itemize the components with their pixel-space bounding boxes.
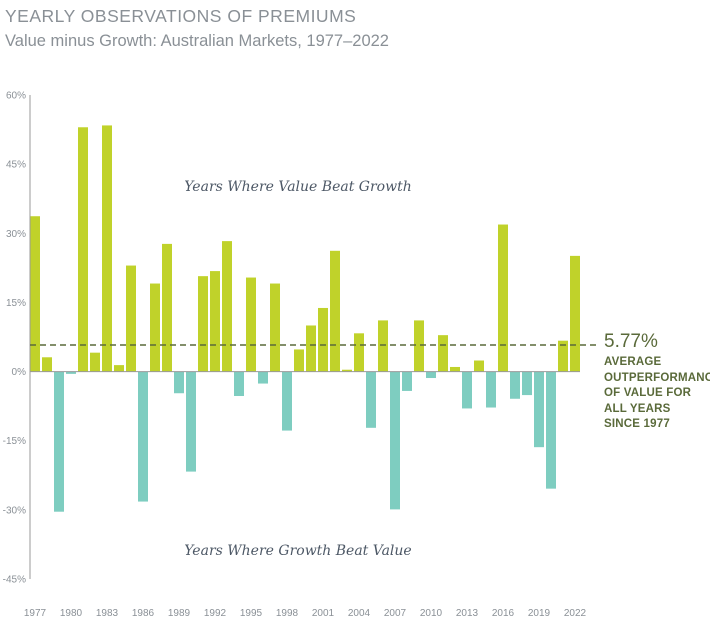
y-tick-label: 0% bbox=[12, 367, 27, 378]
x-tick-label: 2019 bbox=[528, 608, 551, 619]
bar-2017 bbox=[510, 371, 520, 399]
bar-1989 bbox=[174, 371, 184, 394]
x-tick-label: 1992 bbox=[204, 608, 227, 619]
x-tick-label: 2007 bbox=[384, 608, 407, 619]
x-tick-label: 2022 bbox=[564, 608, 587, 619]
y-tick-label: -30% bbox=[3, 505, 26, 516]
bar-1998 bbox=[282, 371, 292, 431]
bar-2020 bbox=[546, 371, 556, 489]
y-tick-label: -15% bbox=[3, 436, 26, 447]
y-tick-label: 45% bbox=[6, 160, 26, 171]
bar-2010 bbox=[426, 371, 436, 379]
positive-region-label: Years Where Value Beat Growth bbox=[184, 179, 411, 195]
y-tick-label: 15% bbox=[6, 298, 26, 309]
bar-1981 bbox=[78, 127, 88, 372]
x-tick-label: 2001 bbox=[312, 608, 335, 619]
bar-2013 bbox=[462, 371, 472, 409]
bar-1984 bbox=[114, 365, 124, 372]
bar-2022 bbox=[570, 255, 580, 372]
bar-1991 bbox=[198, 276, 208, 372]
bar-2016 bbox=[498, 224, 508, 372]
x-tick-label: 1995 bbox=[240, 608, 263, 619]
bar-2009 bbox=[414, 320, 424, 372]
x-tick-label: 1983 bbox=[96, 608, 119, 619]
x-tick-label: 1986 bbox=[132, 608, 155, 619]
bar-1988 bbox=[162, 243, 172, 372]
bar-1986 bbox=[138, 371, 148, 502]
bar-2005 bbox=[366, 371, 376, 428]
bar-2012 bbox=[450, 366, 460, 372]
x-tick-label: 1989 bbox=[168, 608, 191, 619]
bar-1996 bbox=[258, 371, 268, 384]
bar-2008 bbox=[402, 371, 412, 391]
average-label: AVERAGE OUTPERFORMANCE OF VALUE FOR ALL … bbox=[604, 356, 710, 430]
average-value: 5.77% bbox=[604, 331, 658, 352]
x-tick-label: 1980 bbox=[60, 608, 83, 619]
y-tick-label: -45% bbox=[3, 575, 26, 586]
bar-1977 bbox=[30, 216, 40, 372]
y-tick-label: 30% bbox=[6, 229, 26, 240]
bar-2018 bbox=[522, 371, 532, 396]
bar-1979 bbox=[54, 371, 64, 512]
bar-2006 bbox=[378, 320, 388, 372]
bar-2003 bbox=[342, 369, 352, 372]
bar-1997 bbox=[270, 283, 280, 372]
bar-2019 bbox=[534, 371, 544, 448]
x-tick-label: 2010 bbox=[420, 608, 443, 619]
bar-1992 bbox=[210, 271, 220, 372]
bar-1993 bbox=[222, 241, 232, 372]
bar-2011 bbox=[438, 335, 448, 372]
bar-1994 bbox=[234, 371, 244, 397]
y-tick-label: 60% bbox=[6, 91, 26, 102]
bar-1987 bbox=[150, 283, 160, 372]
negative-region-label: Years Where Growth Beat Value bbox=[184, 543, 411, 559]
bar-1985 bbox=[126, 265, 136, 372]
bar-1982 bbox=[90, 352, 100, 372]
bar-2004 bbox=[354, 333, 364, 372]
bar-1995 bbox=[246, 277, 256, 372]
bar-2007 bbox=[390, 371, 400, 510]
x-tick-label: 1977 bbox=[24, 608, 47, 619]
x-tick-label: 2004 bbox=[348, 608, 371, 619]
bar-1978 bbox=[42, 357, 52, 372]
bar-1990 bbox=[186, 371, 196, 472]
chart-subtitle: Value minus Growth: Australian Markets, … bbox=[5, 32, 389, 50]
bar-1999 bbox=[294, 349, 304, 372]
bar-2021 bbox=[558, 340, 568, 372]
bar-1980 bbox=[66, 371, 76, 374]
bar-1983 bbox=[102, 125, 112, 372]
bar-2015 bbox=[486, 371, 496, 408]
x-tick-label: 2016 bbox=[492, 608, 515, 619]
x-tick-label: 2013 bbox=[456, 608, 479, 619]
bar-2014 bbox=[474, 360, 484, 372]
chart-title: YEARLY OBSERVATIONS OF PREMIUMS bbox=[5, 6, 357, 26]
bar-2002 bbox=[330, 250, 340, 372]
x-tick-label: 1998 bbox=[276, 608, 299, 619]
bar-2000 bbox=[306, 325, 316, 372]
bar-2001 bbox=[318, 307, 328, 372]
